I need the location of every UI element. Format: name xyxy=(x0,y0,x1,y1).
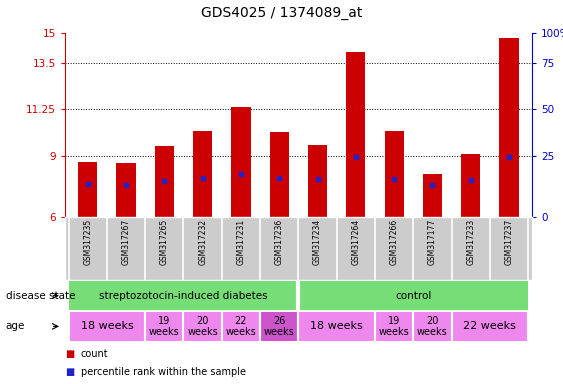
Text: GSM317236: GSM317236 xyxy=(275,219,284,265)
Text: ■: ■ xyxy=(65,366,74,377)
Text: age: age xyxy=(6,321,25,331)
FancyBboxPatch shape xyxy=(222,312,260,341)
Text: 18 weeks: 18 weeks xyxy=(310,321,363,331)
Text: GSM317234: GSM317234 xyxy=(313,219,322,265)
FancyBboxPatch shape xyxy=(375,312,413,341)
Bar xyxy=(385,131,404,217)
Text: 22
weeks: 22 weeks xyxy=(226,316,256,337)
Text: 20
weeks: 20 weeks xyxy=(187,316,218,337)
Text: GSM317265: GSM317265 xyxy=(160,219,169,265)
Text: GSM317232: GSM317232 xyxy=(198,219,207,265)
Text: GSM317235: GSM317235 xyxy=(83,219,92,265)
Bar xyxy=(155,146,174,217)
Bar xyxy=(270,132,289,217)
Text: GSM317266: GSM317266 xyxy=(390,219,399,265)
FancyBboxPatch shape xyxy=(298,281,528,310)
Text: 18 weeks: 18 weeks xyxy=(81,321,133,331)
Text: 26
weeks: 26 weeks xyxy=(264,316,294,337)
Text: GSM317233: GSM317233 xyxy=(466,219,475,265)
Text: GSM317177: GSM317177 xyxy=(428,219,437,265)
Bar xyxy=(231,108,251,217)
FancyBboxPatch shape xyxy=(184,312,222,341)
FancyBboxPatch shape xyxy=(69,281,298,310)
Text: count: count xyxy=(81,349,108,359)
Bar xyxy=(308,145,327,217)
Text: GSM317267: GSM317267 xyxy=(122,219,131,265)
Text: 19
weeks: 19 weeks xyxy=(149,316,180,337)
Text: streptozotocin-induced diabetes: streptozotocin-induced diabetes xyxy=(99,291,268,301)
Bar xyxy=(78,162,97,217)
Text: 22 weeks: 22 weeks xyxy=(463,321,516,331)
Text: 19
weeks: 19 weeks xyxy=(379,316,409,337)
Text: control: control xyxy=(395,291,431,301)
Text: GSM317264: GSM317264 xyxy=(351,219,360,265)
Bar xyxy=(423,174,442,217)
Bar xyxy=(346,52,365,217)
FancyBboxPatch shape xyxy=(69,312,145,341)
Text: GSM317237: GSM317237 xyxy=(504,219,513,265)
Text: GSM317231: GSM317231 xyxy=(236,219,245,265)
FancyBboxPatch shape xyxy=(260,312,298,341)
Text: GDS4025 / 1374089_at: GDS4025 / 1374089_at xyxy=(201,6,362,20)
Text: disease state: disease state xyxy=(6,291,75,301)
Bar xyxy=(193,131,212,217)
Bar xyxy=(499,38,519,217)
Text: ■: ■ xyxy=(65,349,74,359)
Bar xyxy=(461,154,480,217)
FancyBboxPatch shape xyxy=(413,312,452,341)
FancyBboxPatch shape xyxy=(145,312,184,341)
Text: percentile rank within the sample: percentile rank within the sample xyxy=(81,366,245,377)
Bar xyxy=(117,163,136,217)
FancyBboxPatch shape xyxy=(452,312,528,341)
FancyBboxPatch shape xyxy=(298,312,375,341)
Text: 20
weeks: 20 weeks xyxy=(417,316,448,337)
